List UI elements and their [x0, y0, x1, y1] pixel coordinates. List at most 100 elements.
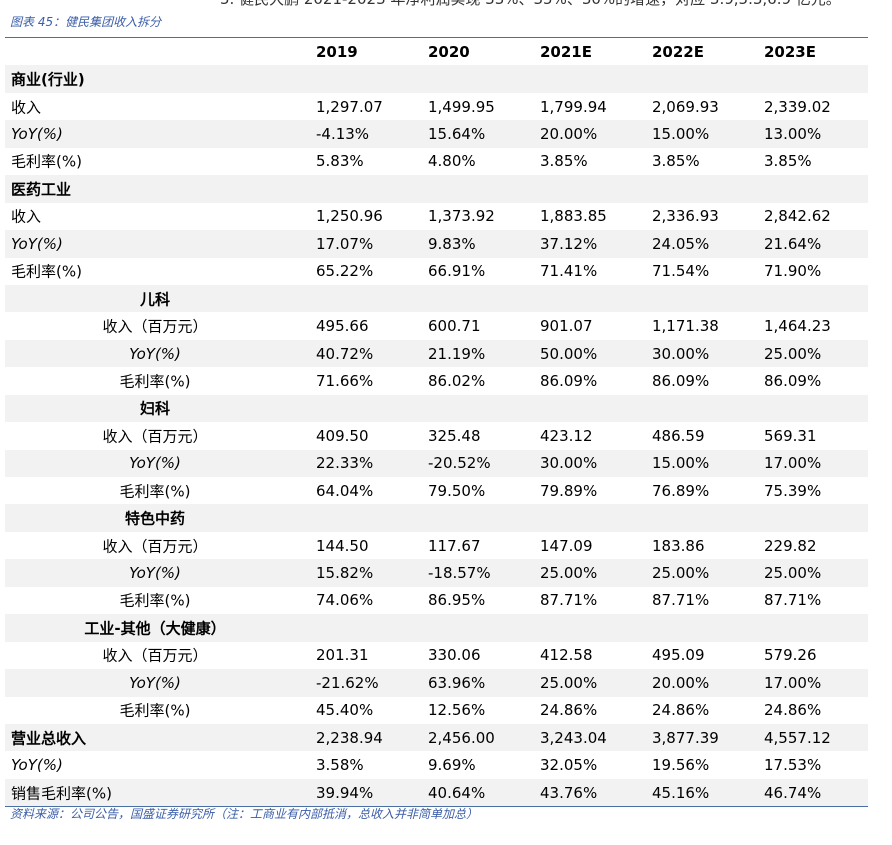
table-row: 商业(行业) [5, 65, 868, 93]
cell: 330.06 [428, 646, 481, 665]
cell: 40.64% [428, 783, 486, 802]
cell: 3.58% [316, 756, 364, 775]
cell: 183.86 [652, 536, 705, 555]
cell: 1,373.92 [428, 207, 495, 226]
table-row: YoY(%) 3.58% 9.69% 32.05% 19.56% 17.53% [5, 751, 868, 778]
row-label: 毛利率(%) [11, 152, 82, 171]
cell: 21.19% [428, 344, 486, 363]
cell: 15.00% [652, 454, 710, 473]
cell: 569.31 [764, 426, 817, 445]
cell: 229.82 [764, 536, 817, 555]
cell: 50.00% [540, 344, 598, 363]
cell: 20.00% [652, 673, 710, 692]
row-label: YoY(%) [11, 234, 63, 253]
header-row: 2019 2020 2021E 2022E 2023E [5, 38, 868, 65]
cell: 3.85% [652, 152, 700, 171]
cell: 87.71% [652, 591, 710, 610]
cell: 25.00% [540, 564, 598, 583]
cell: 24.86% [764, 701, 822, 720]
row-label: 儿科 [139, 290, 171, 309]
table-row: YoY(%) -21.62% 63.96% 25.00% 20.00% 17.00% [5, 669, 868, 697]
cell: 15.00% [652, 125, 710, 144]
cell: 71.66% [316, 371, 374, 390]
cell: 2,842.62 [764, 207, 831, 226]
cell: 1,297.07 [316, 97, 383, 116]
table-row: 毛利率(%) 71.66% 86.02% 86.09% 86.09% 86.09% [5, 367, 868, 394]
row-label: 医药工业 [11, 180, 72, 199]
row-label: 营业总收入 [11, 729, 87, 748]
row-label: YoY(%) [129, 673, 181, 692]
row-label: 工业-其他（大健康） [84, 619, 226, 638]
row-label: 收入 [11, 207, 42, 226]
cell: 117.67 [428, 536, 481, 555]
caption: 图表 45：健民集团收入拆分 [10, 15, 162, 29]
cell: 74.06% [316, 591, 374, 610]
row-label: 毛利率(%) [119, 482, 191, 501]
table-row: 收入（百万元） 495.66 600.71 901.07 1,171.38 1,464.2… [5, 312, 868, 339]
cell: 25.00% [764, 344, 822, 363]
cell: 1,499.95 [428, 97, 495, 116]
cell: 9.83% [428, 234, 476, 253]
cell: 64.04% [316, 481, 374, 500]
cell: 30.00% [540, 454, 598, 473]
cell: 17.00% [764, 454, 822, 473]
cell: 21.64% [764, 234, 822, 253]
cell: 2,336.93 [652, 207, 719, 226]
cell: 1,250.96 [316, 207, 383, 226]
row-label: 毛利率(%) [119, 372, 191, 391]
cell: -20.52% [428, 454, 491, 473]
cell: 37.12% [540, 234, 598, 253]
cell: 45.40% [316, 701, 374, 720]
cell: 13.00% [764, 125, 822, 144]
table-row: YoY(%) -4.13% 15.64% 20.00% 15.00% 13.00% [5, 120, 868, 148]
cell: 600.71 [428, 317, 481, 336]
cell: 144.50 [316, 536, 369, 555]
cell: 12.56% [428, 701, 486, 720]
header-cell: 2020 [428, 42, 470, 61]
cell: 30.00% [652, 344, 710, 363]
cell: 3.85% [764, 152, 812, 171]
table-row: YoY(%) 17.07% 9.83% 37.12% 24.05% 21.64% [5, 230, 868, 258]
cell: 86.09% [764, 371, 822, 390]
cell: 325.48 [428, 426, 481, 445]
cell: 495.09 [652, 646, 705, 665]
cell: 25.00% [764, 564, 822, 583]
cell: 3,877.39 [652, 728, 719, 747]
cell: 495.66 [316, 317, 369, 336]
cell: 579.26 [764, 646, 817, 665]
row-label: 妇科 [139, 399, 171, 418]
cell: 65.22% [316, 262, 374, 281]
table-row: 收入 1,297.07 1,499.95 1,799.94 2,069.93 2,339.… [5, 93, 868, 120]
row-label: 收入（百万元） [102, 427, 208, 446]
row-label: 收入（百万元） [102, 537, 208, 556]
cell: 63.96% [428, 673, 486, 692]
cell: 86.02% [428, 371, 486, 390]
table-row: 销售毛利率(%) 39.94% 40.64% 43.76% 45.16% 46.74% [5, 778, 868, 807]
cell: 17.53% [764, 756, 822, 775]
table-row: 医药工业 [5, 175, 868, 203]
table-row: 毛利率(%) 65.22% 66.91% 71.41% 71.54% 71.90% [5, 258, 868, 285]
cell: 39.94% [316, 783, 374, 802]
cell: 2,456.00 [428, 728, 495, 747]
table-row: 毛利率(%) 74.06% 86.95% 87.71% 87.71% 87.71% [5, 587, 868, 614]
cell: 4,557.12 [764, 728, 831, 747]
cell: 409.50 [316, 426, 369, 445]
cell: 24.86% [652, 701, 710, 720]
table-row: 妇科 [5, 394, 868, 423]
row-label: YoY(%) [11, 756, 63, 775]
cell: 32.05% [540, 756, 598, 775]
row-label: 毛利率(%) [11, 262, 82, 281]
cell: 3.85% [540, 152, 588, 171]
table-row: 毛利率(%) 45.40% 12.56% 24.86% 24.86% 24.86% [5, 697, 868, 724]
table-row: YoY(%) 22.33% -20.52% 30.00% 15.00% 17.00% [5, 449, 868, 477]
cell: 15.82% [316, 564, 374, 583]
cell: 1,464.23 [764, 317, 831, 336]
cell: 1,883.85 [540, 207, 607, 226]
header-cell: 2019 [316, 42, 358, 61]
cell: 25.00% [540, 673, 598, 692]
cell: 201.31 [316, 646, 369, 665]
row-label: 收入（百万元） [102, 646, 208, 665]
table-row: YoY(%) 40.72% 21.19% 50.00% 30.00% 25.00% [5, 339, 868, 368]
table-row: 收入（百万元） 144.50 117.67 147.09 183.86 229.82 [5, 532, 868, 559]
